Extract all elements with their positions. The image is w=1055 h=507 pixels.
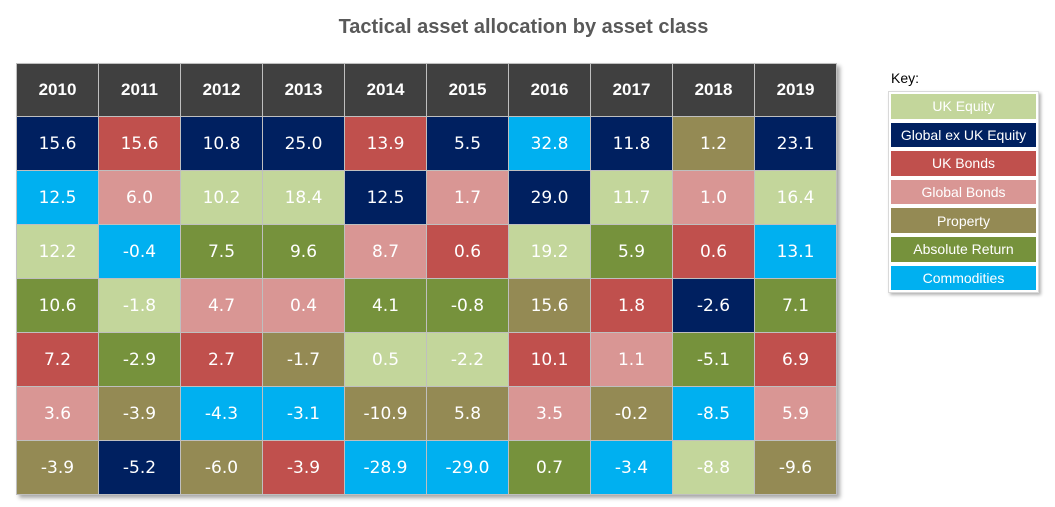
table-cell: 8.7 bbox=[345, 225, 427, 279]
legend-item: Absolute Return bbox=[891, 236, 1036, 262]
table-cell: 4.7 bbox=[181, 279, 263, 333]
key-label: Key: bbox=[891, 70, 920, 86]
table-cell: -4.3 bbox=[181, 387, 263, 441]
column-header: 2010 bbox=[17, 64, 99, 117]
table-cell: -9.6 bbox=[755, 441, 837, 495]
table-cell: 13.9 bbox=[345, 117, 427, 171]
table-cell: 5.5 bbox=[427, 117, 509, 171]
legend-item: Commodities bbox=[891, 265, 1036, 291]
column-header: 2012 bbox=[181, 64, 263, 117]
table-cell: -6.0 bbox=[181, 441, 263, 495]
column-header: 2014 bbox=[345, 64, 427, 117]
table-cell: -10.9 bbox=[345, 387, 427, 441]
table-cell: 1.0 bbox=[673, 171, 755, 225]
table-cell: 12.5 bbox=[345, 171, 427, 225]
table-cell: -0.2 bbox=[591, 387, 673, 441]
table-cell: 2.7 bbox=[181, 333, 263, 387]
table-cell: -0.8 bbox=[427, 279, 509, 333]
table-cell: 5.9 bbox=[755, 387, 837, 441]
table-cell: 10.2 bbox=[181, 171, 263, 225]
legend-item: Global ex UK Equity bbox=[891, 122, 1036, 148]
table-cell: 3.6 bbox=[17, 387, 99, 441]
legend-item: Property bbox=[891, 208, 1036, 233]
table-cell: -3.9 bbox=[263, 441, 345, 495]
table-cell: 5.9 bbox=[591, 225, 673, 279]
table-cell: 0.5 bbox=[345, 333, 427, 387]
table-cell: -28.9 bbox=[345, 441, 427, 495]
legend: UK Equity Global ex UK Equity UK Bonds Glob… bbox=[888, 91, 1039, 294]
table-cell: -1.8 bbox=[99, 279, 181, 333]
table-cell: 25.0 bbox=[263, 117, 345, 171]
table-cell: 23.1 bbox=[755, 117, 837, 171]
table-cell: 1.1 bbox=[591, 333, 673, 387]
table-cell: -2.9 bbox=[99, 333, 181, 387]
column-header: 2017 bbox=[591, 64, 673, 117]
chart-title: Tactical asset allocation by asset class bbox=[338, 16, 709, 38]
table-cell: 12.5 bbox=[17, 171, 99, 225]
column-header: 2013 bbox=[263, 64, 345, 117]
table-cell: 15.6 bbox=[509, 279, 591, 333]
column-header: 2011 bbox=[99, 64, 181, 117]
table-cell: 1.7 bbox=[427, 171, 509, 225]
table-cell: 10.1 bbox=[509, 333, 591, 387]
table-cell: 9.6 bbox=[263, 225, 345, 279]
table-cell: -2.6 bbox=[673, 279, 755, 333]
legend-item: UK Bonds bbox=[891, 151, 1036, 176]
table-cell: 5.8 bbox=[427, 387, 509, 441]
table-cell: 16.4 bbox=[755, 171, 837, 225]
column-header: 2016 bbox=[509, 64, 591, 117]
table-cell: 10.6 bbox=[17, 279, 99, 333]
table-cell: 32.8 bbox=[509, 117, 591, 171]
table-cell: 1.2 bbox=[673, 117, 755, 171]
table-cell: -3.9 bbox=[99, 387, 181, 441]
column-header: 2019 bbox=[755, 64, 837, 117]
table-cell: 7.5 bbox=[181, 225, 263, 279]
table-cell: 11.8 bbox=[591, 117, 673, 171]
table-cell: 29.0 bbox=[509, 171, 591, 225]
table-cell: 4.1 bbox=[345, 279, 427, 333]
table-cell: -29.0 bbox=[427, 441, 509, 495]
table-cell: 0.6 bbox=[427, 225, 509, 279]
table-cell: 11.7 bbox=[591, 171, 673, 225]
table-cell: 0.6 bbox=[673, 225, 755, 279]
table-cell: 6.0 bbox=[99, 171, 181, 225]
table-cell: -0.4 bbox=[99, 225, 181, 279]
legend-item: Global Bonds bbox=[891, 179, 1036, 205]
table-cell: -3.4 bbox=[591, 441, 673, 495]
table-cell: 13.1 bbox=[755, 225, 837, 279]
table-cell: -1.7 bbox=[263, 333, 345, 387]
table-cell: -2.2 bbox=[427, 333, 509, 387]
table-cell: -5.2 bbox=[99, 441, 181, 495]
returns-table: 2010 2011 2012 2013 2014 2015 2016 2017 2018 2019… bbox=[16, 63, 837, 495]
table-cell: 15.6 bbox=[99, 117, 181, 171]
table-cell: 7.1 bbox=[755, 279, 837, 333]
table-cell: 0.4 bbox=[263, 279, 345, 333]
column-header: 2018 bbox=[673, 64, 755, 117]
legend-item: UK Equity bbox=[891, 94, 1036, 119]
table-cell: 10.8 bbox=[181, 117, 263, 171]
table-cell: -5.1 bbox=[673, 333, 755, 387]
table-cell: -3.1 bbox=[263, 387, 345, 441]
table-cell: 6.9 bbox=[755, 333, 837, 387]
table-cell: 19.2 bbox=[509, 225, 591, 279]
table-cell: 3.5 bbox=[509, 387, 591, 441]
table-cell: 15.6 bbox=[17, 117, 99, 171]
table-cell: 1.8 bbox=[591, 279, 673, 333]
table-cell: -8.5 bbox=[673, 387, 755, 441]
column-header: 2015 bbox=[427, 64, 509, 117]
table-cell: 18.4 bbox=[263, 171, 345, 225]
table-cell: 12.2 bbox=[17, 225, 99, 279]
table-cell: -3.9 bbox=[17, 441, 99, 495]
table-cell: 0.7 bbox=[509, 441, 591, 495]
table-cell: 7.2 bbox=[17, 333, 99, 387]
table-cell: -8.8 bbox=[673, 441, 755, 495]
